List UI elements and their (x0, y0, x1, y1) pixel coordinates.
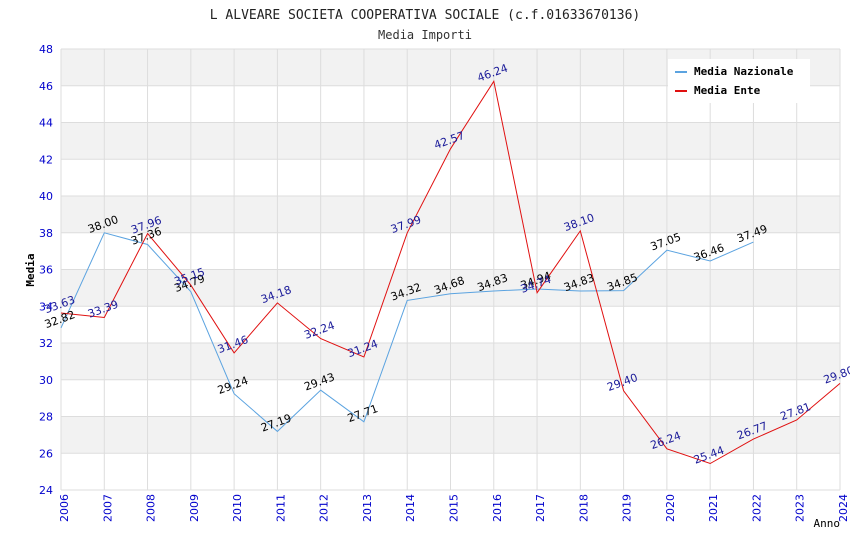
x-tick-label: 2024 (837, 494, 850, 522)
x-tick-label: 2009 (188, 494, 201, 522)
x-tick-label: 2011 (274, 494, 287, 522)
gridlines (60, 48, 841, 491)
x-tick-label: 2013 (361, 494, 374, 522)
x-tick-label: 2006 (58, 494, 71, 522)
x-tick-label: 2015 (448, 494, 461, 522)
y-tick-label: 34 (39, 300, 53, 313)
y-tick-labels: 24 26 28 30 32 34 36 38 40 42 44 46 48 (39, 43, 53, 497)
legend-box (668, 59, 810, 103)
x-tick-label: 2012 (318, 494, 331, 522)
chart-title: L ALVEARE SOCIETA COOPERATIVA SOCIALE (c… (210, 8, 640, 23)
legend: Media Nazionale Media Ente (668, 59, 810, 103)
x-tick-label: 2007 (101, 494, 114, 522)
y-tick-label: 46 (39, 80, 53, 93)
y-tick-label: 28 (39, 411, 53, 424)
y-tick-label: 24 (39, 484, 53, 497)
x-tick-label: 2018 (577, 494, 590, 522)
x-axis-label: Anno (814, 517, 841, 530)
y-tick-label: 26 (39, 447, 53, 460)
series-line-0 (60, 232, 754, 433)
x-tick-label: 2014 (404, 494, 417, 522)
x-tick-label: 2016 (491, 494, 504, 522)
x-tick-label: 2010 (231, 494, 244, 522)
y-tick-label: 40 (39, 190, 53, 203)
x-tick-label: 2022 (750, 494, 763, 522)
x-tick-label: 2020 (664, 494, 677, 522)
y-axis-label: Media (24, 253, 37, 286)
x-tick-label: 2008 (145, 494, 158, 522)
x-tick-label: 2021 (707, 494, 720, 522)
x-tick-label: 2019 (621, 494, 634, 522)
y-tick-label: 44 (39, 117, 53, 130)
legend-label-nazionale: Media Nazionale (694, 65, 794, 78)
x-tick-label: 2017 (534, 494, 547, 522)
legend-label-ente: Media Ente (694, 84, 761, 97)
series-line-1 (60, 79, 841, 465)
x-tick-label: 2023 (794, 494, 807, 522)
data-label: 37.05 (649, 230, 683, 253)
y-tick-label: 32 (39, 337, 53, 350)
y-tick-label: 36 (39, 264, 53, 277)
chart-subtitle: Media Importi (378, 28, 472, 42)
y-tick-label: 30 (39, 374, 53, 387)
series-lines (60, 79, 841, 465)
y-tick-label: 38 (39, 227, 53, 240)
y-tick-label: 48 (39, 43, 53, 56)
data-label: 32.24 (302, 319, 336, 342)
y-tick-label: 42 (39, 153, 53, 166)
x-tick-labels: 2006 2007 2008 2009 2010 2011 2012 2013 2014 2015… (58, 494, 850, 522)
